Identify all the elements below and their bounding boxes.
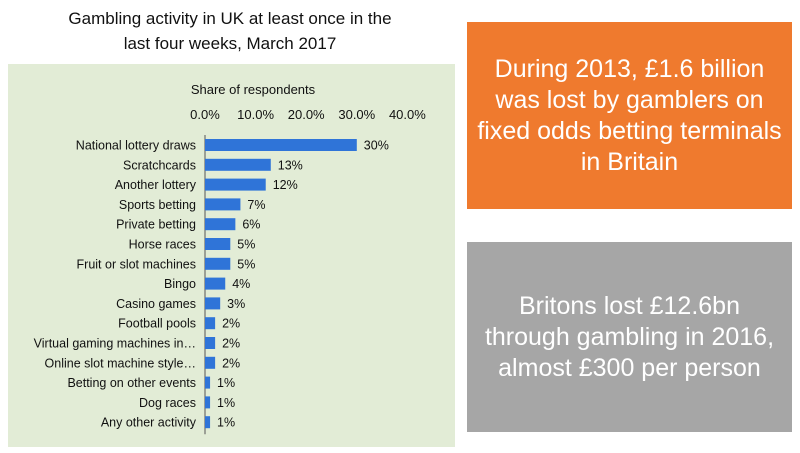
category-label: Another lottery	[115, 178, 197, 192]
category-label: National lottery draws	[76, 139, 196, 153]
data-label: 4%	[232, 277, 250, 291]
bar	[205, 198, 241, 211]
category-label: Dog races	[139, 396, 196, 410]
category-label: Fruit or slot machines	[77, 257, 196, 271]
data-label: 7%	[247, 198, 265, 212]
callout-fobt-losses: During 2013, £1.6 billion was lost by ga…	[467, 22, 792, 209]
bar	[205, 297, 221, 310]
data-label: 2%	[222, 356, 240, 370]
bar	[205, 416, 211, 429]
callout-total-text: Britons lost £12.6bn through gambling in…	[484, 291, 775, 382]
category-label: Scratchcards	[123, 158, 196, 172]
bar-chart: Share of respondents 0.0% 10.0% 20.0% 30.0%…	[34, 82, 426, 435]
bar	[205, 257, 231, 270]
bar	[205, 337, 216, 349]
data-label: 1%	[217, 376, 235, 390]
category-label: Casino games	[116, 297, 196, 311]
data-label: 2%	[222, 317, 240, 331]
callout-fobt-text: During 2013, £1.6 billion was lost by ga…	[477, 54, 782, 176]
data-label: 2%	[222, 337, 240, 351]
bar	[205, 238, 231, 250]
bar	[205, 139, 357, 151]
bar	[205, 218, 236, 231]
bar	[205, 376, 211, 389]
chart-title-line2: last four weeks, March 2017	[123, 34, 337, 53]
category-label: Private betting	[116, 218, 196, 232]
category-label: Betting on other events	[67, 376, 196, 390]
data-label: 5%	[237, 257, 255, 271]
data-label: 6%	[242, 218, 260, 232]
data-label: 5%	[237, 238, 255, 252]
bar	[205, 396, 211, 409]
x-tick-label: 20.0%	[288, 107, 325, 122]
category-label: Horse races	[129, 238, 196, 252]
x-axis-label: Share of respondents	[191, 82, 316, 97]
x-tick-label: 10.0%	[237, 107, 274, 122]
data-label: 3%	[227, 297, 245, 311]
data-label: 1%	[217, 416, 235, 430]
category-label: Football pools	[118, 317, 196, 331]
bar	[205, 158, 271, 171]
data-label: 1%	[217, 396, 235, 410]
bar	[205, 317, 216, 330]
category-label: Bingo	[164, 277, 196, 291]
data-label: 12%	[273, 178, 298, 192]
category-label: Online slot machine style…	[45, 356, 196, 370]
callout-total-losses: Britons lost £12.6bn through gambling in…	[467, 242, 792, 432]
chart-panel: Share of respondents 0.0% 10.0% 20.0% 30.0%…	[8, 64, 455, 447]
x-tick-label: 0.0%	[190, 107, 220, 122]
chart-title-line1: Gambling activity in UK at least once in…	[68, 9, 392, 28]
x-tick-label: 30.0%	[338, 107, 375, 122]
data-label: 13%	[278, 158, 303, 172]
category-label: Any other activity	[101, 416, 197, 430]
chart-title: Gambling activity in UK at least once in…	[0, 6, 460, 56]
x-tick-label: 40.0%	[389, 107, 426, 122]
bar	[205, 178, 266, 191]
category-label: Virtual gaming machines in…	[34, 337, 196, 351]
bar	[205, 277, 226, 290]
category-label: Sports betting	[119, 198, 196, 212]
data-label: 30%	[364, 139, 389, 153]
bar	[205, 356, 216, 369]
